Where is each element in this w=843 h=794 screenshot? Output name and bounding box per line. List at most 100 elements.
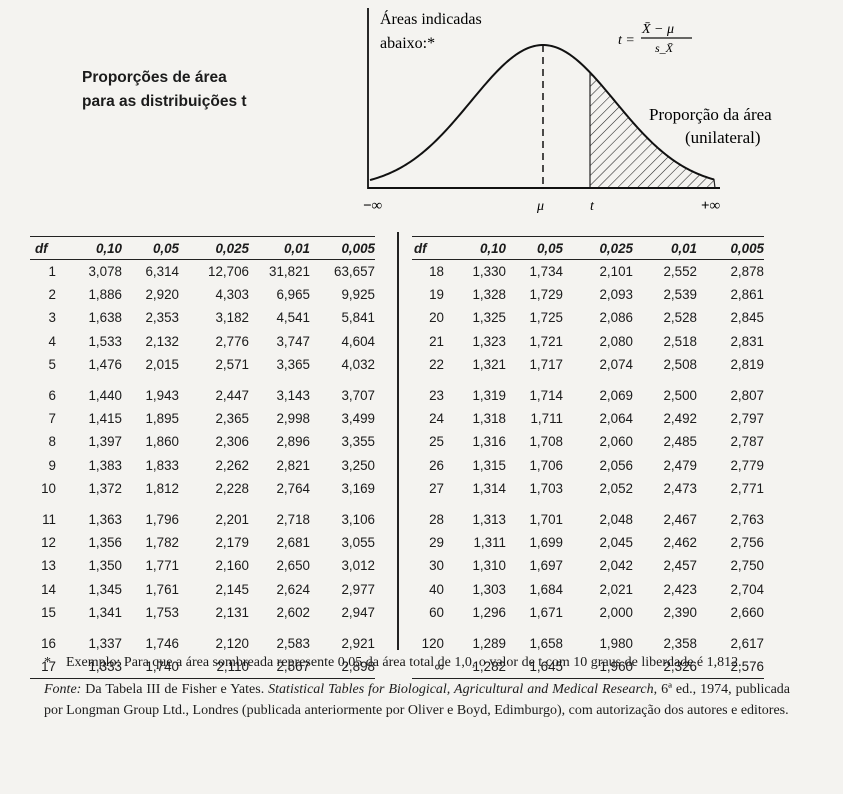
col-0-025: 0,025 [179, 236, 249, 260]
value-cell: 1,328 [472, 287, 506, 303]
value-cell: 2,423 [663, 581, 697, 597]
table-row: 6 1,440 1,943 2,447 3,143 3,707 [30, 376, 375, 407]
value-cell: 2,101 [599, 264, 633, 280]
col-0-10: 0,10 [62, 236, 122, 260]
value-cell: 2,756 [730, 535, 764, 551]
value-cell: 2,479 [663, 457, 697, 473]
table-row: 26 1,315 1,706 2,056 2,479 2,779 [412, 454, 764, 477]
col-df: df [30, 236, 62, 260]
value-cell: 2,145 [215, 581, 249, 597]
value-cell: 2,042 [599, 558, 633, 574]
table-row: 10 1,372 1,812 2,228 2,764 3,169 [30, 477, 375, 500]
value-cell: 2,750 [730, 558, 764, 574]
col-df: df [412, 236, 450, 260]
value-cell: 1,321 [472, 356, 506, 372]
value-cell: 2,056 [599, 457, 633, 473]
df-cell: 2 [48, 287, 56, 303]
table-title: Proporções de área para as distribuições… [82, 66, 247, 114]
value-cell: 1,812 [145, 480, 179, 496]
table-row: 20 1,325 1,725 2,086 2,528 2,845 [412, 306, 764, 329]
value-cell: 3,747 [276, 333, 310, 349]
asterisk: * [44, 655, 51, 670]
value-cell: 2,704 [730, 581, 764, 597]
df-cell: 22 [429, 356, 444, 372]
value-cell: 2,920 [145, 287, 179, 303]
value-cell: 2,069 [599, 388, 633, 404]
value-cell: 1,323 [472, 333, 506, 349]
table-row: 24 1,318 1,711 2,064 2,492 2,797 [412, 407, 764, 430]
table-row: 16 1,337 1,746 2,120 2,583 2,921 [30, 624, 375, 655]
value-cell: 1,980 [599, 635, 633, 651]
col-0-05: 0,05 [506, 236, 563, 260]
value-cell: 1,796 [145, 511, 179, 527]
value-cell: 2,467 [663, 511, 697, 527]
value-cell: 2,074 [599, 356, 633, 372]
value-cell: 2,831 [730, 333, 764, 349]
value-cell: 1,341 [88, 604, 122, 620]
df-cell: 16 [41, 635, 56, 651]
formula-denominator: s_X̄ [655, 41, 674, 55]
col-0-025: 0,025 [563, 236, 633, 260]
value-cell: 3,055 [341, 535, 375, 551]
table-row: 7 1,415 1,895 2,365 2,998 3,499 [30, 407, 375, 430]
df-cell: 26 [429, 457, 444, 473]
value-cell: 2,160 [215, 558, 249, 574]
value-cell: 2,485 [663, 434, 697, 450]
value-cell: 1,714 [529, 388, 563, 404]
source-text-post: , 6ª ed., 1974, publicada por Longman Gr… [44, 682, 791, 718]
col-0-01: 0,01 [633, 236, 697, 260]
value-cell: 2,508 [663, 356, 697, 372]
value-cell: 2,462 [663, 535, 697, 551]
value-cell: 2,086 [599, 310, 633, 326]
df-cell: 10 [41, 480, 56, 496]
value-cell: 1,440 [88, 388, 122, 404]
value-cell: 2,179 [215, 535, 249, 551]
value-cell: 2,998 [276, 411, 310, 427]
value-cell: 2,015 [145, 356, 179, 372]
value-cell: 2,602 [276, 604, 310, 620]
example-text: Exemplo: Para que a área sombreada repre… [66, 655, 742, 670]
value-cell: 6,965 [276, 287, 310, 303]
value-cell: 1,684 [529, 581, 563, 597]
value-cell: 2,473 [663, 480, 697, 496]
value-cell: 2,080 [599, 333, 633, 349]
figure-caption-line2: abaixo:* [380, 35, 435, 52]
table-row: 28 1,313 1,701 2,048 2,467 2,763 [412, 500, 764, 531]
df-cell: 4 [48, 333, 56, 349]
value-cell: 2,650 [276, 558, 310, 574]
value-cell: 2,552 [663, 264, 697, 280]
value-cell: 1,315 [472, 457, 506, 473]
table-row: 17 1,333 1,740 2,110 2,567 2,898 [30, 655, 375, 680]
axis-plus-infinity: +∞ [701, 198, 721, 214]
value-cell: 1,699 [529, 535, 563, 551]
value-cell: 2,132 [145, 333, 179, 349]
value-cell: 1,345 [88, 581, 122, 597]
value-cell: 2,110 [179, 655, 249, 680]
value-cell: 3,143 [276, 388, 310, 404]
value-cell: 1,708 [529, 434, 563, 450]
value-cell: 3,106 [341, 511, 375, 527]
value-cell: 2,977 [341, 581, 375, 597]
value-cell: 1,671 [529, 604, 563, 620]
value-cell: 2,447 [215, 388, 249, 404]
value-cell: 2,807 [730, 388, 764, 404]
table-row: 13 1,350 1,771 2,160 2,650 3,012 [30, 554, 375, 577]
df-cell: 30 [429, 558, 444, 574]
table-row: 11 1,363 1,796 2,201 2,718 3,106 [30, 500, 375, 531]
formula-lhs: t = [618, 33, 635, 48]
value-cell: 1,363 [88, 511, 122, 527]
value-cell: 2,045 [599, 535, 633, 551]
figure-caption-line1: Áreas indicadas [380, 9, 482, 28]
table-row: 22 1,321 1,717 2,074 2,508 2,819 [412, 353, 764, 376]
source-book-title: Statistical Tables for Biological, Agric… [268, 682, 654, 697]
value-cell: 2,898 [310, 655, 375, 680]
value-cell: 1,314 [472, 480, 506, 496]
value-cell: 1,761 [145, 581, 179, 597]
value-cell: 2,821 [276, 457, 310, 473]
df-cell: 20 [429, 310, 444, 326]
value-cell: 3,355 [341, 434, 375, 450]
df-cell: 40 [429, 581, 444, 597]
value-cell: 1,740 [122, 655, 179, 680]
table-row: 4 1,533 2,132 2,776 3,747 4,604 [30, 330, 375, 353]
df-cell: 7 [48, 411, 56, 427]
